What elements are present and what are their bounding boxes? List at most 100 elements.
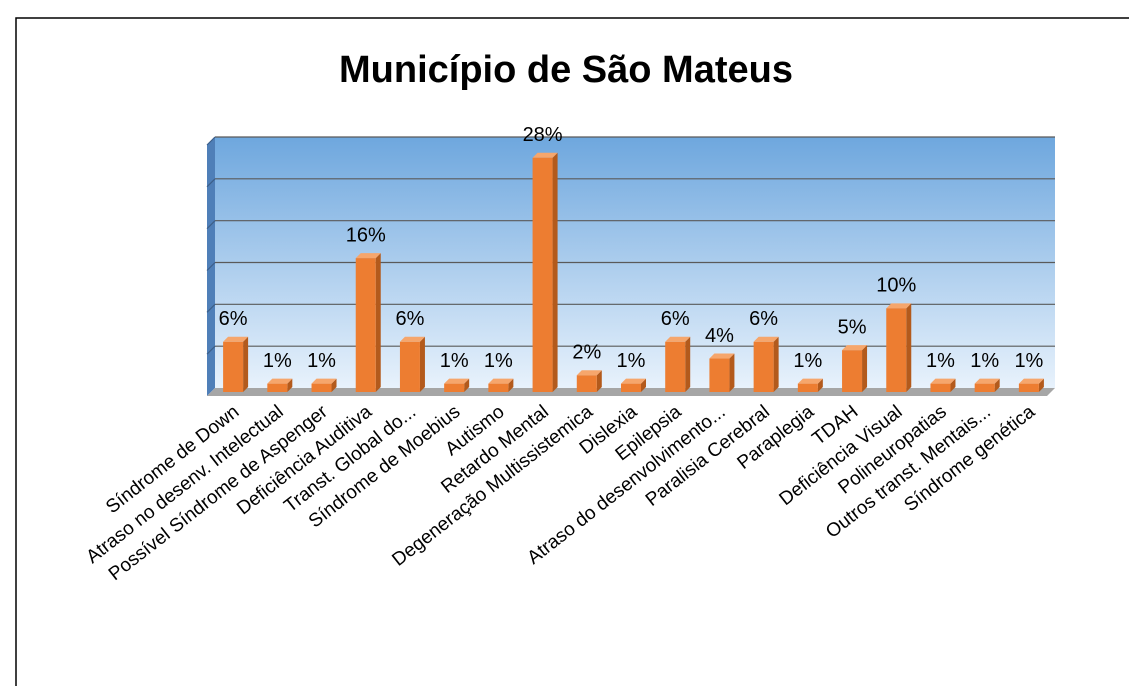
bar-top [532,152,558,158]
bar [665,336,691,392]
bar-side [464,378,470,392]
data-label: 1% [617,350,646,372]
bar-side [552,152,558,392]
bar-top [709,353,735,359]
bar [223,336,249,392]
bar-side [375,253,381,392]
grid-line-side [206,345,216,355]
bar-top [223,336,249,342]
bar-front [223,341,244,392]
bar [709,353,735,392]
bar [488,378,514,392]
bar [842,345,868,392]
data-label: 1% [1014,350,1043,372]
bar [532,152,558,392]
bar-side [994,378,1000,392]
bar-side [508,378,514,392]
bar-front [930,383,951,392]
bar-side [950,378,956,392]
bar-top [576,370,602,376]
data-label: 1% [793,350,822,372]
bar [267,378,293,392]
bar [444,378,470,392]
bar-front [842,350,863,392]
bar-front [665,341,686,392]
bar-front [886,308,907,392]
bar-front [532,157,553,392]
grid-line-side [206,136,216,146]
data-label: 1% [440,350,469,372]
bar-side [1038,378,1044,392]
data-label: 28% [523,124,563,146]
bar [930,378,956,392]
bar-side [817,378,823,392]
bar-front [1018,383,1039,392]
bar-top [974,378,1000,384]
bar-side [729,353,735,392]
bar [621,378,646,392]
bar-top [797,378,823,384]
data-label: 2% [572,342,601,364]
data-label: 4% [705,325,734,347]
bar-top [1018,378,1044,384]
bar-side [862,345,868,392]
bar-front [797,383,818,392]
bar [399,336,425,392]
bar-top [267,378,293,384]
bar-side [243,336,249,392]
bar-front [311,383,332,392]
data-label: 1% [307,350,336,372]
bar [576,370,602,392]
bar-front [753,341,774,392]
bar-top [621,378,646,384]
bar-top [753,336,779,342]
bar-side [331,378,337,392]
bar-top [399,336,425,342]
bar-top [930,378,956,384]
data-label: 6% [219,308,248,330]
bar [974,378,1000,392]
bar-top [665,336,691,342]
bar-front [709,358,730,392]
bar [1018,378,1044,392]
bar-top [488,378,514,384]
data-label: 10% [876,275,916,297]
data-label: 16% [346,224,386,246]
bar [355,253,381,392]
bar [753,336,779,392]
bar-front [488,383,509,392]
data-label: 6% [661,308,690,330]
bar-top [886,303,912,309]
data-label: 6% [749,308,778,330]
bar-side [287,378,293,392]
data-label: 6% [395,308,424,330]
bar-side [419,336,425,392]
bar-front [576,375,597,392]
data-label: 1% [926,350,955,372]
data-label: 1% [263,350,292,372]
bar-front [399,341,420,392]
grid-line-side [206,262,216,271]
data-label: 5% [838,316,867,338]
bar-top [311,378,337,384]
bar-side [906,303,912,392]
bar-front [974,383,995,392]
bar-side [685,336,691,392]
bar [797,378,823,392]
bar-side [596,370,602,392]
bar [311,378,337,392]
grid-line-side [206,303,216,313]
data-label: 1% [484,350,513,372]
bar-top [355,253,381,259]
data-label: 1% [970,350,999,372]
bar [886,303,912,392]
bar-top [842,345,868,351]
grid-line-side [206,178,216,188]
bar-front [355,258,376,392]
bar-front [444,383,465,392]
bar-front [267,383,288,392]
bar-side [773,336,779,392]
chart-title: Município de São Mateus [339,49,793,91]
bar-top [444,378,470,384]
